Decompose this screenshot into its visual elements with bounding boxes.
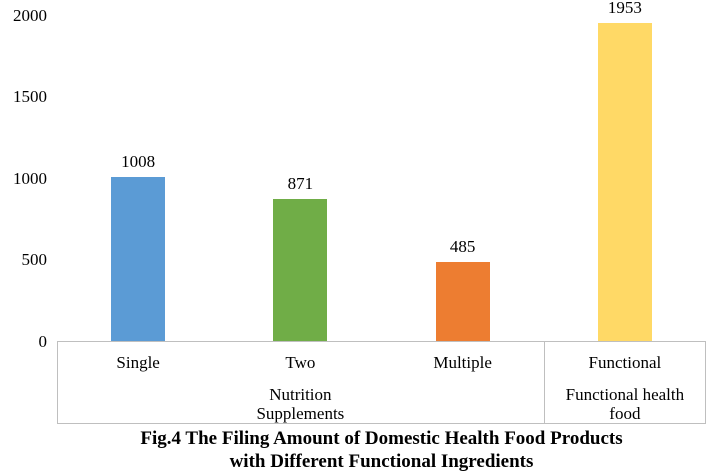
y-axis-tick-label: 2000 [13, 6, 47, 26]
y-axis-tick-label: 1000 [13, 168, 47, 188]
bar [273, 199, 328, 341]
category-label: Functional [588, 353, 662, 372]
bar-value-label: 1953 [607, 0, 642, 18]
bar-value-label: 1008 [121, 151, 156, 171]
category-group-label: Nutrition Supplements [256, 385, 345, 423]
chart-caption-line1: Fig.4 The Filing Amount of Domestic Heal… [140, 428, 623, 449]
bar-value-label: 871 [287, 174, 314, 194]
category-group-divider [543, 341, 545, 424]
chart-caption-line2: with Different Functional Ingredients [229, 451, 534, 472]
category-label: Single [116, 353, 160, 372]
bar [435, 262, 490, 341]
category-group-label: Functional health food [565, 385, 685, 423]
y-axis-tick-label: 0 [38, 331, 48, 351]
y-axis-tick-label: 500 [21, 250, 48, 270]
category-axis-box [57, 341, 706, 424]
category-label: Multiple [433, 353, 492, 372]
bar [111, 176, 166, 341]
chart-caption: Fig.4 The Filing Amount of Domestic Heal… [57, 427, 706, 473]
bar-value-label: 485 [449, 237, 476, 257]
bar [597, 23, 652, 341]
y-axis-tick-label: 1500 [13, 87, 47, 107]
category-label: Two [285, 353, 316, 372]
